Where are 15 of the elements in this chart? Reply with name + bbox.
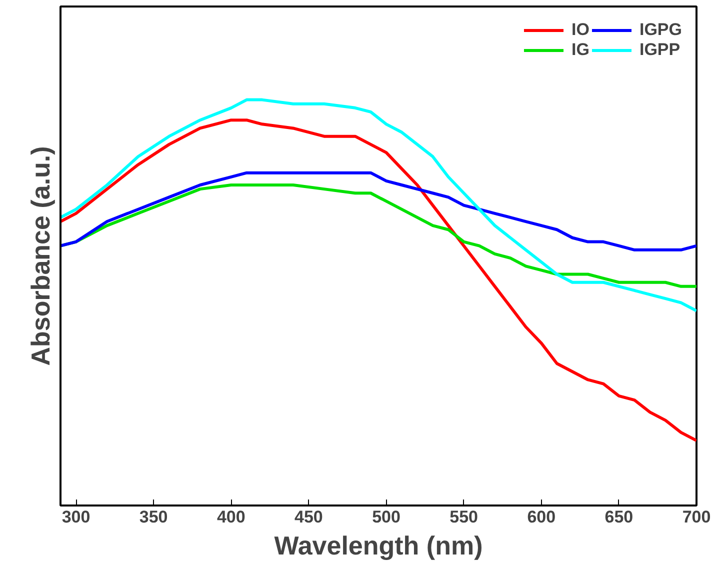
x-tick-label: 700 [682,508,711,526]
x-tick-label: 550 [450,508,478,526]
legend-label: IGPP [639,40,680,60]
legend-label: IGPG [639,20,682,40]
x-tick-label: 450 [294,508,323,526]
x-tick-label: 350 [139,508,168,526]
x-axis-title: Wavelength (nm) [274,530,483,560]
legend-label: IO [571,20,590,40]
x-tick-label: 500 [372,508,400,526]
x-tick-label: 650 [604,508,634,526]
legend-label: IG [571,40,590,60]
x-tick-label: 400 [216,508,246,526]
x-tick-label: 600 [527,508,556,526]
y-axis-title: Absorbance (a.u.) [26,146,56,366]
x-tick-label: 300 [62,508,90,526]
